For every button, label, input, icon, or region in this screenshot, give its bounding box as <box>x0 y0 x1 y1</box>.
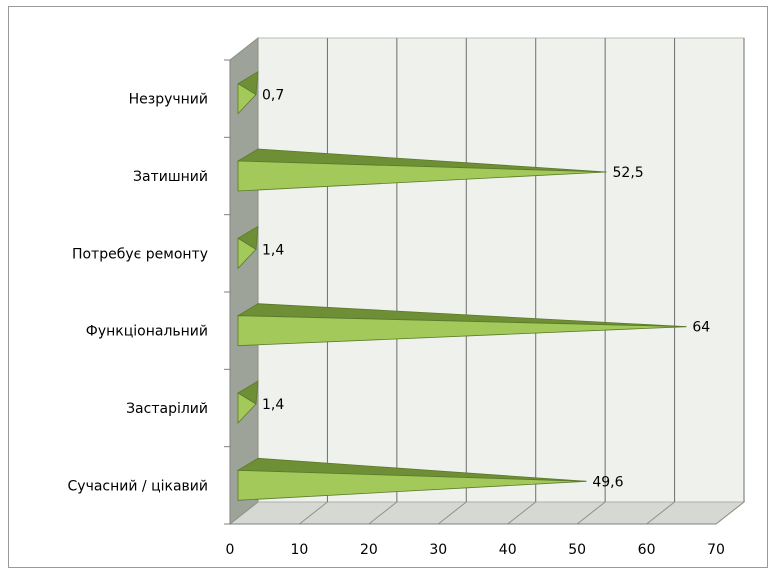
floor-gridline <box>368 501 398 525</box>
data-label: 0,7 <box>262 88 284 104</box>
x-tick-label: 70 <box>707 542 725 558</box>
bar <box>237 469 587 501</box>
floor-gridline <box>229 501 259 525</box>
back-wall <box>257 37 745 503</box>
category-label: Потребує ремонту <box>72 246 208 262</box>
category-label: Затишний <box>133 169 208 185</box>
data-label: 52,5 <box>613 165 644 181</box>
x-tick-label: 0 <box>226 542 235 558</box>
category-label: Сучасний / цікавий <box>68 478 208 494</box>
category-label: Застарілий <box>126 401 208 417</box>
bar <box>237 237 257 270</box>
x-tick-label: 10 <box>291 542 309 558</box>
floor-gridline <box>576 501 606 525</box>
x-tick-label: 60 <box>638 542 656 558</box>
floor-gridline <box>437 501 467 525</box>
x-tick-label: 40 <box>499 542 517 558</box>
bar <box>237 392 257 425</box>
data-label: 1,4 <box>262 397 284 413</box>
x-tick-label: 20 <box>360 542 378 558</box>
category-label: Функціональний <box>86 324 208 340</box>
floor <box>228 501 746 525</box>
bar <box>237 315 687 347</box>
data-label: 49,6 <box>592 474 623 490</box>
bar <box>237 160 607 192</box>
floor-gridline <box>299 501 328 525</box>
data-label: 64 <box>692 320 710 336</box>
floor-gridline <box>646 501 675 525</box>
bar <box>237 82 257 115</box>
floor-gridline <box>715 501 745 525</box>
data-label: 1,4 <box>262 242 284 258</box>
x-tick-label: 30 <box>429 542 447 558</box>
x-tick-label: 50 <box>568 542 586 558</box>
side-wall <box>229 36 259 526</box>
floor-gridline <box>507 501 537 525</box>
category-label: Незручний <box>129 92 208 108</box>
